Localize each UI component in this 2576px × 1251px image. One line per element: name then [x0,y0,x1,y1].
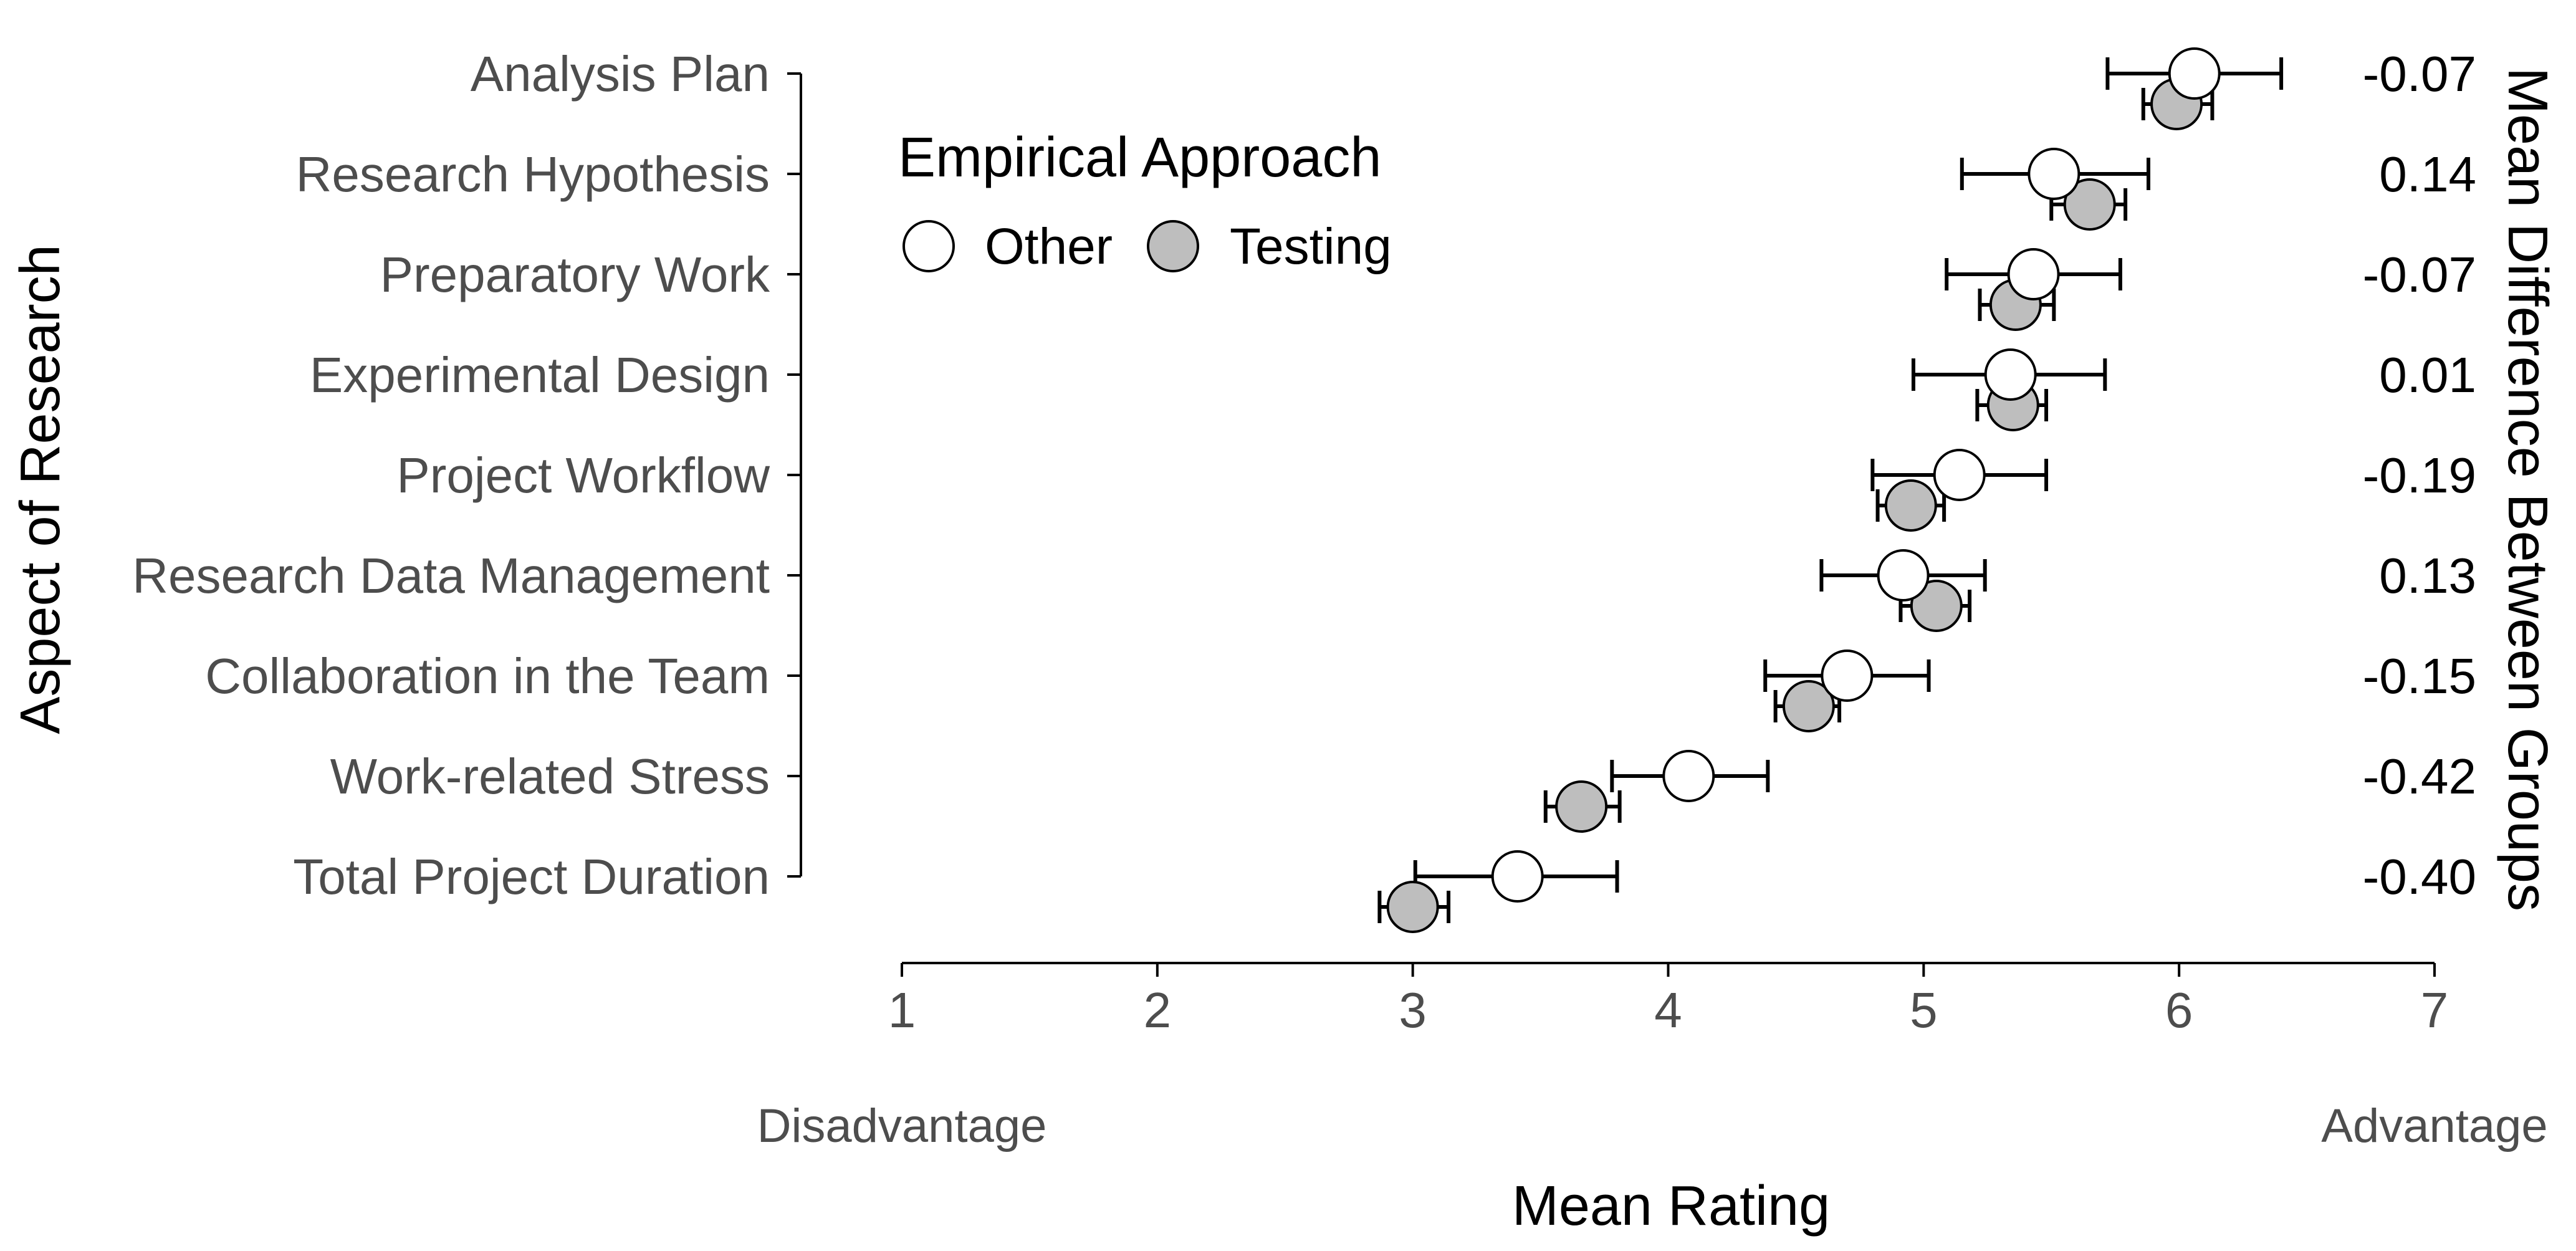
legend-marker-other [903,220,955,272]
x-tick-label: 1 [888,982,916,1038]
legend-label-other: Other [985,218,1113,275]
mean-difference-label: -0.42 [2363,749,2476,804]
legend-label-testing: Testing [1230,218,1392,275]
point-testing [1910,580,1963,632]
point-other [1984,348,2037,401]
labels-layer: Analysis Plan Research Hypothesis Preparat… [132,46,2476,1038]
legend-title: Empirical Approach [898,127,1381,189]
legend: Empirical Approach Other Testing [898,127,1392,275]
error-bars-layer [1377,57,2284,923]
x-end-label-left: Disadvantage [757,1100,1047,1153]
point-other [1821,649,1874,702]
x-tick-label: 4 [1654,982,1682,1038]
point-testing [2063,178,2116,231]
mean-difference-label: -0.40 [2363,849,2476,904]
point-other [2168,47,2221,100]
mean-difference-label: -0.15 [2363,648,2476,704]
x-tick-label: 7 [2421,982,2449,1038]
point-testing [1782,680,1835,732]
point-other [1933,449,1986,501]
category-label: Project Workflow [396,448,770,503]
y2-axis-title: Mean Difference Between Groups [2496,67,2559,911]
point-other [1491,850,1544,903]
mean-difference-label: -0.07 [2363,247,2476,302]
category-label: Preparatory Work [380,247,770,302]
category-label: Analysis Plan [471,46,770,102]
x-tick-label: 2 [1144,982,1172,1038]
category-label: Total Project Duration [293,849,770,904]
axes-layer [787,72,2436,977]
points-layer [1386,47,2221,933]
x-tick-label: 3 [1399,982,1427,1038]
mean-difference-label: 0.13 [2379,548,2476,603]
mean-difference-label: -0.19 [2363,448,2476,503]
point-other [2028,148,2080,200]
category-label: Work-related Stress [330,749,770,804]
point-testing [1555,780,1608,833]
category-label: Experimental Design [310,347,770,403]
point-testing [1386,881,1439,933]
category-label: Collaboration in the Team [205,648,770,704]
legend-marker-testing [1147,220,1199,272]
point-other [1662,750,1715,802]
mean-difference-label: 0.14 [2379,146,2476,202]
x-tick-label: 6 [2165,982,2193,1038]
y-axis-title: Aspect of Research [9,244,72,734]
x-axis-title: Mean Rating [1512,1175,1830,1237]
point-other [2007,248,2060,300]
point-testing [1884,479,1937,532]
mean-difference-label: -0.07 [2363,46,2476,102]
x-end-label-right: Advantage [2321,1100,2547,1153]
point-other [1877,549,1930,602]
category-label: Research Data Management [132,548,770,603]
mean-difference-label: 0.01 [2379,347,2476,403]
x-tick-label: 5 [1910,982,1938,1038]
category-label: Research Hypothesis [296,146,770,202]
